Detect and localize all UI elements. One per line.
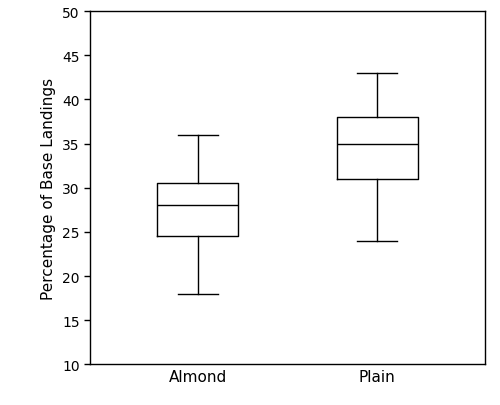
Y-axis label: Percentage of Base Landings: Percentage of Base Landings bbox=[42, 77, 56, 299]
